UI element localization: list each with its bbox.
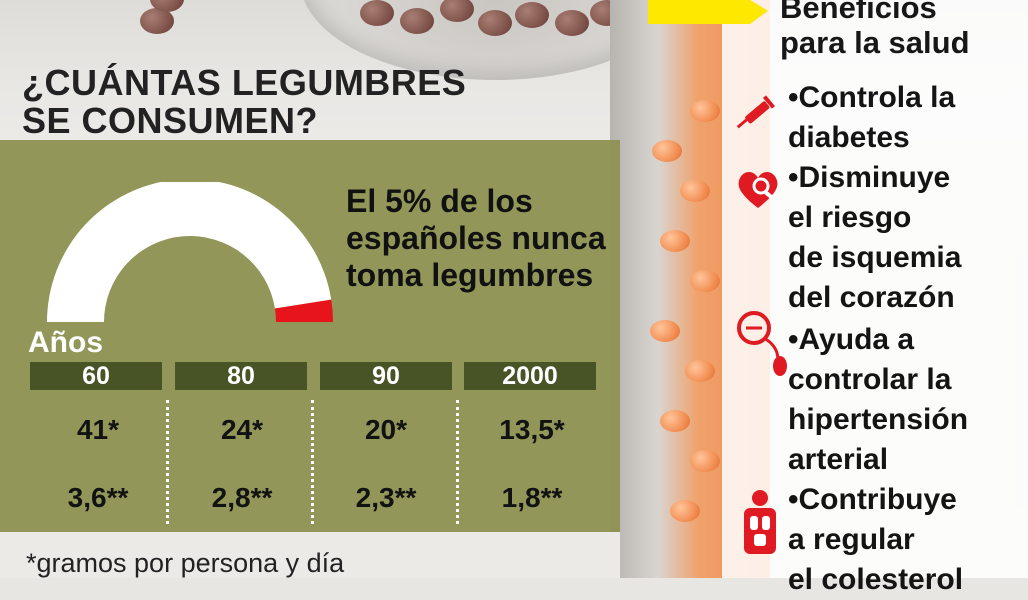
title-line-2: SE CONSUMEN? xyxy=(22,100,319,141)
consumption-panel xyxy=(0,140,620,532)
benefit-cholesterol: •Contribuye a regular el colesterol xyxy=(788,480,963,600)
benefits-panel xyxy=(722,0,1028,578)
benefit-line: el riesgo xyxy=(788,201,912,234)
benefit-line: de isquemia xyxy=(788,241,962,274)
title-line-1: ¿CUÁNTAS LEGUMBRES xyxy=(22,62,467,103)
benefit-line: •Contribuye xyxy=(788,483,957,516)
benefit-line: controlar la xyxy=(788,363,952,396)
benefit-heart: •Disminuye el riesgo de isquemia del cor… xyxy=(788,158,961,318)
column-divider xyxy=(166,400,169,524)
benefits-title: Beneficios para la salud xyxy=(780,0,970,60)
column-divider xyxy=(311,400,314,524)
benefit-line: hipertensión xyxy=(788,403,969,436)
page-title: ¿CUÁNTAS LEGUMBRES SE CONSUMEN? xyxy=(22,64,466,140)
grams-2000: 13,5* xyxy=(499,414,565,445)
benefit-diabetes: •Controla la diabetes xyxy=(788,78,955,158)
benefit-hypertension: •Ayuda a controlar la hipertensión arter… xyxy=(788,320,968,480)
year-tab-80: 80 xyxy=(175,362,307,390)
never-eat-note: El 5% de los españoles nunca toma legumb… xyxy=(346,183,606,293)
year-tab-2000: 2000 xyxy=(464,362,596,390)
benefit-line: •Disminuye xyxy=(788,161,951,194)
blood-pressure-icon xyxy=(737,311,787,376)
yellow-arrow-icon xyxy=(648,0,768,24)
benefit-line: arterial xyxy=(788,443,889,476)
benefit-line: a regular xyxy=(788,523,915,556)
footnote-band xyxy=(0,532,620,578)
grams-80: 24* xyxy=(220,414,264,445)
never-eat-gauge xyxy=(47,182,333,322)
gauge-arc xyxy=(47,182,332,322)
benefit-line: •Ayuda a xyxy=(788,323,915,356)
syringe-icon xyxy=(736,95,776,129)
kg-60: 3,6** xyxy=(67,482,129,513)
year-tab-90: 90 xyxy=(320,362,452,390)
kg-2000: 1,8** xyxy=(501,482,563,513)
benefits-title-line-2: para la salud xyxy=(780,25,970,60)
human-body-icon xyxy=(744,490,776,554)
heart-magnifier-icon xyxy=(738,172,778,208)
gauge-fill-segment xyxy=(274,299,333,322)
grams-60: 41* xyxy=(76,414,120,445)
benefit-line: el colesterol xyxy=(788,563,964,596)
benefits-title-line-1: Beneficios xyxy=(780,0,937,25)
benefit-line: diabetes xyxy=(788,121,910,154)
year-tab-60: 60 xyxy=(30,362,162,390)
years-label: Años xyxy=(28,326,103,359)
benefit-line: •Controla la xyxy=(788,81,956,114)
kg-90: 2,3** xyxy=(355,482,417,513)
benefit-line: del corazón xyxy=(788,281,955,314)
footnote: *gramos por persona y día xyxy=(26,548,345,578)
kg-80: 2,8** xyxy=(211,482,273,513)
column-divider xyxy=(456,400,459,524)
grams-90: 20* xyxy=(364,414,408,445)
